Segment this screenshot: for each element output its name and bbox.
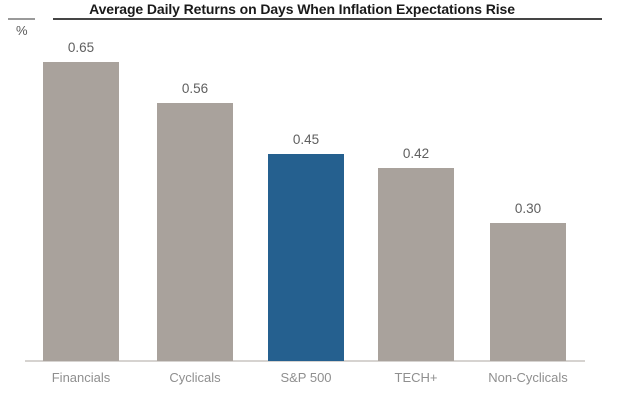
- category-label: Non-Cyclicals: [488, 370, 568, 385]
- value-label: 0.42: [402, 146, 430, 161]
- bar-financials: [43, 62, 119, 361]
- bar-tech-: [378, 168, 454, 361]
- title-underline: [53, 18, 602, 20]
- bar-non-cyclicals: [490, 223, 566, 361]
- x-axis-line: [25, 360, 585, 362]
- value-label: 0.56: [181, 81, 209, 96]
- value-label: 0.45: [292, 132, 320, 147]
- category-label: TECH+: [394, 370, 438, 385]
- axis-top-tick: [8, 18, 35, 20]
- value-label: 0.30: [514, 201, 542, 216]
- category-label: Cyclicals: [169, 370, 221, 385]
- bar-cyclicals: [157, 103, 233, 361]
- bar-s-p-500: [268, 154, 344, 361]
- chart-title: Average Daily Returns on Days When Infla…: [89, 1, 515, 17]
- y-axis-unit-label: %: [16, 23, 28, 38]
- category-label: S&P 500: [280, 370, 332, 385]
- value-label: 0.65: [67, 40, 95, 55]
- category-label: Financials: [51, 370, 111, 385]
